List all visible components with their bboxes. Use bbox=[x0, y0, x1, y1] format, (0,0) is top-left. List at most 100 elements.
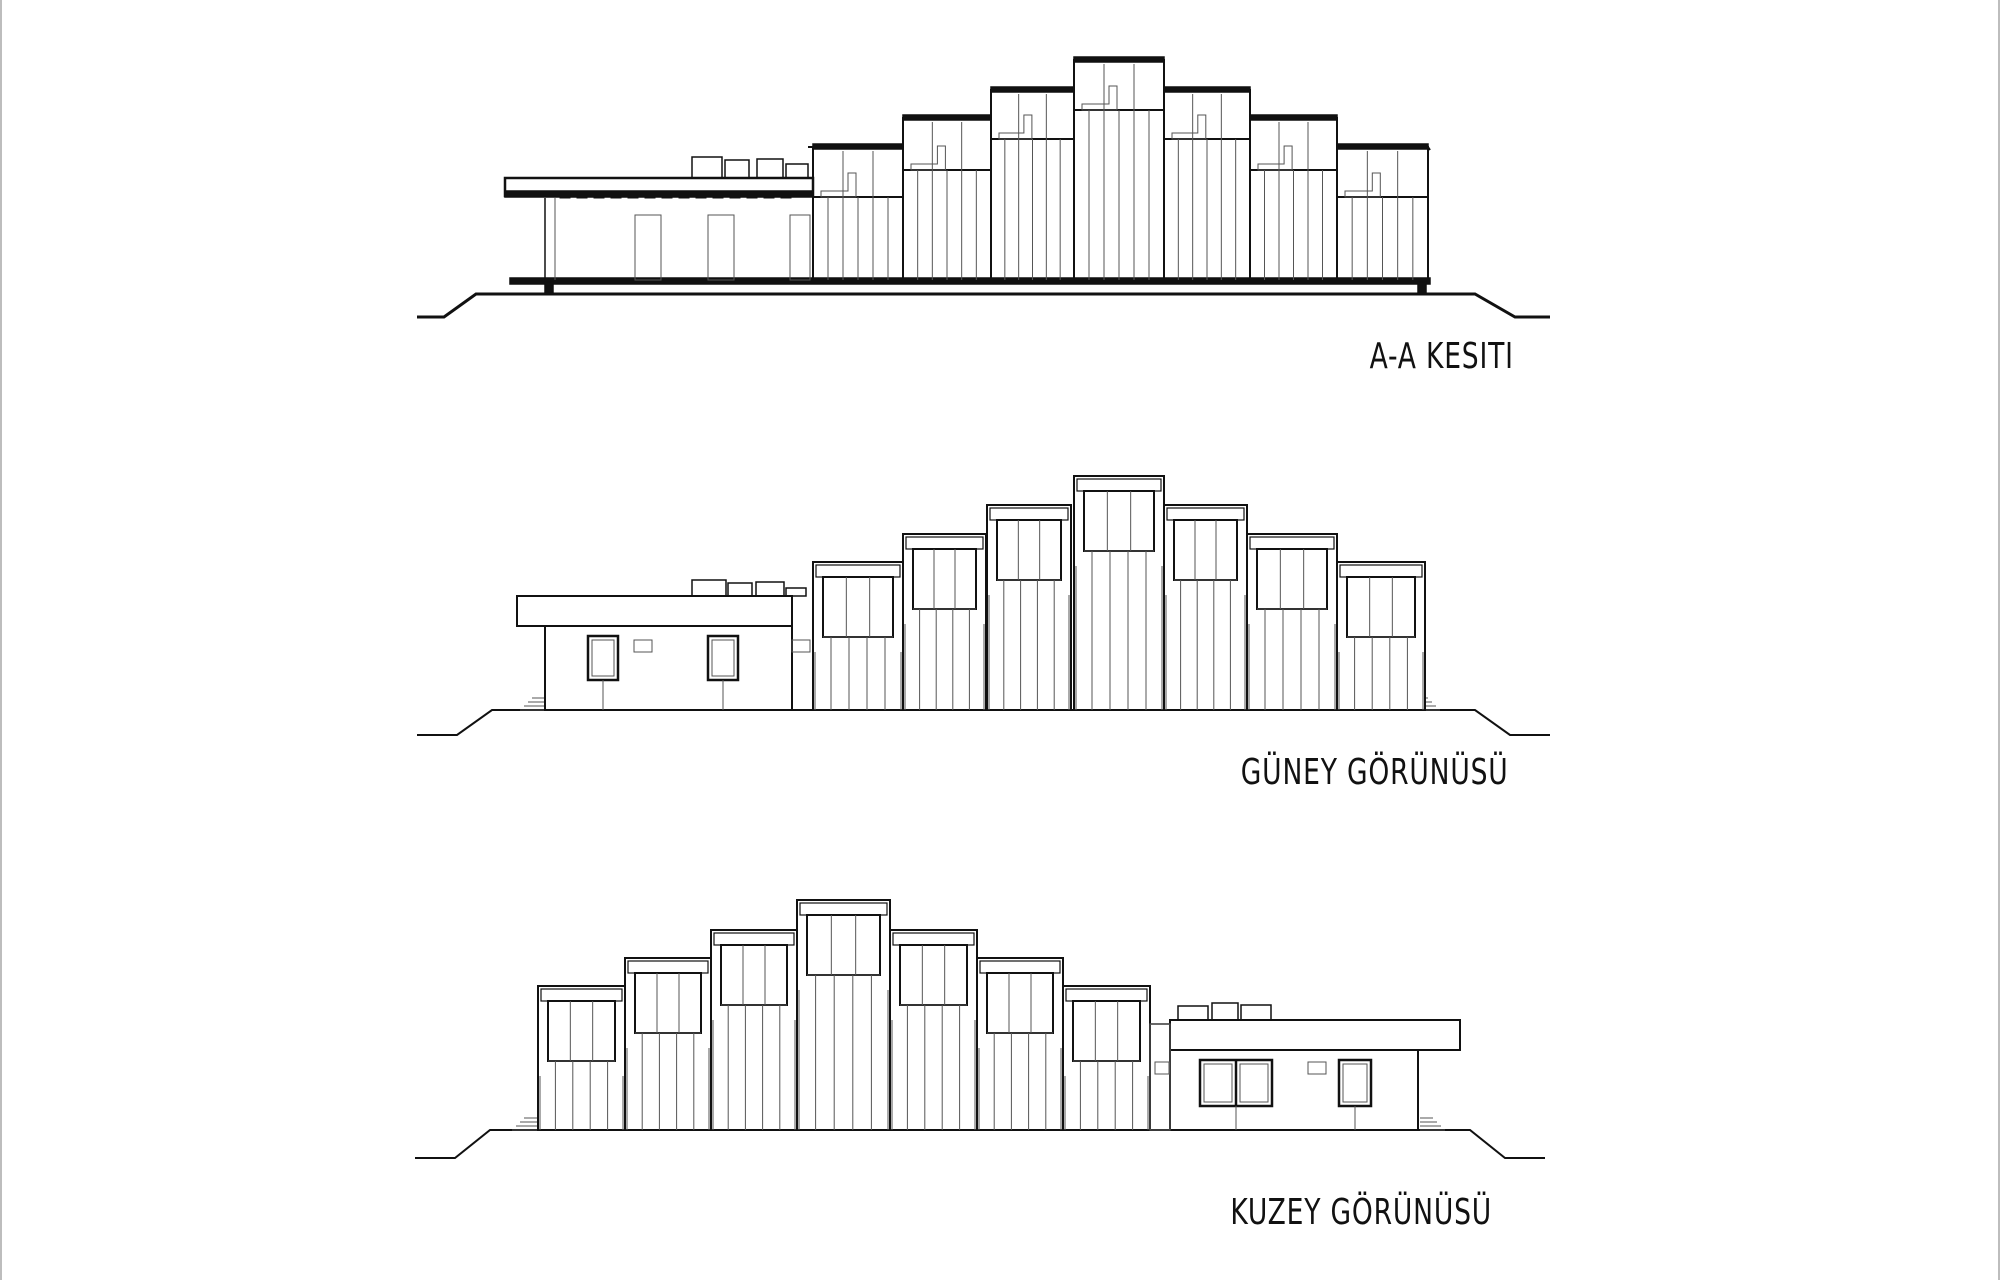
roof-joist bbox=[559, 192, 571, 199]
tower-cap bbox=[1339, 564, 1423, 578]
tower-cap bbox=[905, 536, 984, 550]
duct bbox=[820, 172, 857, 198]
tower-frame bbox=[1246, 533, 1338, 711]
window-pane bbox=[1239, 1063, 1269, 1103]
door-outline bbox=[707, 214, 735, 281]
tower-cap bbox=[1249, 536, 1335, 550]
tower-glazing bbox=[1256, 548, 1328, 610]
tower-cap bbox=[979, 960, 1061, 974]
sheet-left-border bbox=[0, 0, 2, 1280]
rooftop-unit bbox=[727, 582, 753, 597]
tower-glazing bbox=[720, 944, 788, 1006]
vent-grille bbox=[1307, 1061, 1327, 1075]
roof-joist bbox=[729, 192, 741, 199]
roof-joist bbox=[627, 192, 639, 199]
roof-joist bbox=[644, 192, 656, 199]
duct bbox=[1344, 172, 1381, 198]
south-elevation-label: GÜNEY GÖRÜNÜSÜ bbox=[1241, 752, 1509, 793]
low-wing-wall bbox=[1169, 1049, 1419, 1131]
ground-line bbox=[417, 709, 1550, 736]
roof-joist bbox=[593, 192, 605, 199]
roof-joist bbox=[763, 192, 775, 199]
tower-cap bbox=[540, 988, 623, 1002]
tower-cap bbox=[815, 564, 901, 578]
tower-glazing bbox=[1173, 519, 1238, 581]
rooftop-unit bbox=[691, 579, 727, 597]
tower-frame bbox=[796, 899, 891, 1131]
roof-joist bbox=[661, 192, 673, 199]
north-elevation-label: KUZEY GÖRÜNÜSÜ bbox=[1230, 1192, 1492, 1233]
tower-frame bbox=[976, 957, 1064, 1131]
tower-frame bbox=[986, 504, 1072, 711]
ground-line bbox=[415, 1129, 1545, 1159]
roof-edge bbox=[1427, 146, 1431, 151]
duct bbox=[998, 114, 1033, 140]
tower-glazing bbox=[822, 576, 894, 638]
tower-cap bbox=[627, 960, 709, 974]
tower-frame bbox=[1336, 561, 1426, 711]
bay-roof bbox=[902, 114, 992, 121]
section-a-a-drawing bbox=[417, 56, 1550, 319]
tower-frame bbox=[1163, 504, 1248, 711]
vent-grille bbox=[633, 639, 653, 653]
bay-roof bbox=[1336, 143, 1429, 150]
footing bbox=[544, 281, 554, 295]
tower-cap bbox=[1166, 507, 1245, 521]
roof-joist bbox=[695, 192, 707, 199]
tower-cap bbox=[713, 932, 795, 946]
roof-joist bbox=[610, 192, 622, 199]
roof-joist bbox=[576, 192, 588, 199]
rooftop-unit bbox=[785, 163, 809, 179]
tower-glazing bbox=[912, 548, 977, 610]
tower-glazing bbox=[1346, 576, 1416, 638]
window-pane bbox=[591, 639, 615, 677]
roof-joist bbox=[746, 192, 758, 199]
sheet-right-border bbox=[1998, 0, 2000, 1280]
duct bbox=[1257, 145, 1293, 171]
low-wing-roof bbox=[516, 595, 793, 627]
tower-frame bbox=[1062, 985, 1151, 1131]
door-outline bbox=[789, 214, 811, 281]
tower-glazing bbox=[634, 972, 702, 1034]
rooftop-unit bbox=[1240, 1004, 1272, 1021]
tower-cap bbox=[892, 932, 975, 946]
rooftop-unit bbox=[1211, 1002, 1239, 1021]
tower-cap bbox=[989, 507, 1069, 521]
rooftop-unit bbox=[724, 159, 750, 179]
door-outline bbox=[634, 214, 662, 281]
bay-roof bbox=[812, 143, 904, 150]
tower-frame bbox=[624, 957, 712, 1131]
rooftop-unit bbox=[1177, 1005, 1209, 1021]
tower-glazing bbox=[899, 944, 968, 1006]
duct bbox=[1081, 85, 1118, 111]
tower-glazing bbox=[806, 914, 881, 976]
connector-wall bbox=[1149, 1023, 1171, 1131]
bay-roof bbox=[990, 86, 1075, 93]
tower-frame bbox=[889, 929, 978, 1131]
tower-cap bbox=[1076, 478, 1162, 492]
rooftop-unit bbox=[785, 587, 807, 597]
rooftop-unit bbox=[756, 158, 784, 179]
roof-joist bbox=[678, 192, 690, 199]
roof-joist bbox=[780, 192, 792, 199]
duct bbox=[1171, 114, 1207, 140]
vent-grille bbox=[1154, 1061, 1170, 1075]
bay-roof bbox=[1073, 56, 1165, 63]
tower-frame bbox=[902, 533, 987, 711]
tower-glazing bbox=[1072, 1000, 1141, 1062]
tower-frame bbox=[537, 985, 626, 1131]
low-wing-wall bbox=[544, 625, 793, 711]
tower-cap bbox=[1065, 988, 1148, 1002]
window-frame bbox=[1337, 1058, 1373, 1108]
bay-roof bbox=[1249, 114, 1338, 121]
tower-cap bbox=[799, 902, 888, 916]
tower-glazing bbox=[1083, 490, 1155, 552]
bay-roof bbox=[1163, 86, 1251, 93]
footing bbox=[1417, 281, 1427, 295]
tower-frame bbox=[1073, 475, 1165, 711]
rooftop-unit bbox=[691, 156, 723, 179]
section-a-a-label: A-A KESITI bbox=[1369, 336, 1514, 377]
tower-glazing bbox=[986, 972, 1054, 1034]
vent-grille bbox=[791, 639, 811, 653]
